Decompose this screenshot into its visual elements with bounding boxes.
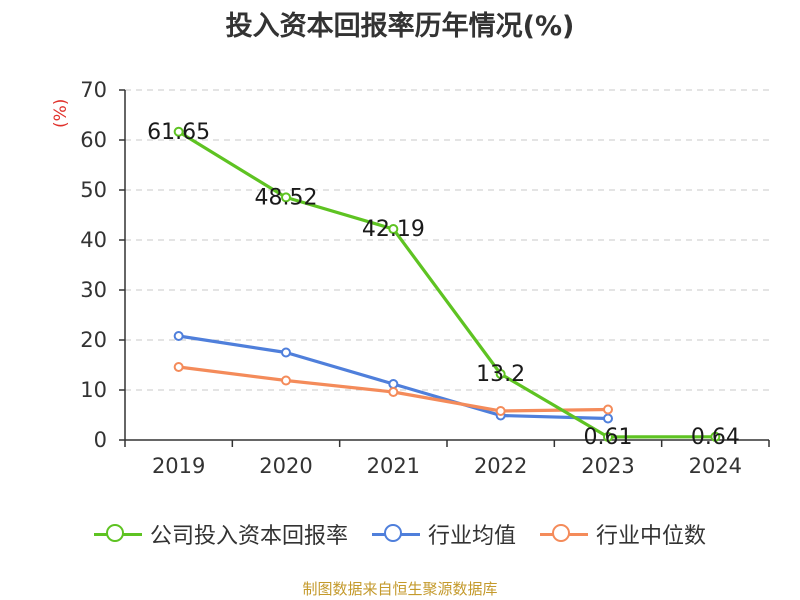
data-label: 42.19 xyxy=(362,217,425,242)
series-line-1 xyxy=(178,334,609,421)
data-label: 13.2 xyxy=(476,362,525,387)
legend-item-industry-average[interactable]: 行业均值 xyxy=(371,518,516,550)
data-point xyxy=(281,375,291,386)
data-point xyxy=(388,379,399,389)
data-point xyxy=(173,126,184,137)
data-point xyxy=(603,404,613,415)
x-tick-label: 2020 xyxy=(259,454,312,478)
legend-item-company[interactable]: 公司投入资本回报率 xyxy=(93,518,348,550)
legend-label-industry-median: 行业中位数 xyxy=(596,524,707,549)
legend-swatch-company xyxy=(93,524,142,544)
data-point xyxy=(388,224,399,235)
legend-label-company: 公司投入资本回报率 xyxy=(149,524,348,549)
y-tick-label: 70 xyxy=(80,78,107,102)
y-tick-label: 10 xyxy=(80,378,107,402)
y-tick-label: 0 xyxy=(94,428,107,452)
data-point xyxy=(281,347,291,358)
y-tick-label: 50 xyxy=(80,178,107,202)
x-tick-label: 2024 xyxy=(689,454,742,478)
data-source-note: 制图数据来自恒生聚源数据库 xyxy=(302,580,498,598)
data-label: 0.61 xyxy=(584,425,633,450)
data-point xyxy=(281,192,291,203)
x-tick-label: 2019 xyxy=(152,454,205,478)
series-line-0 xyxy=(177,130,716,439)
y-tick-label: 30 xyxy=(80,278,107,302)
chart-title: 投入资本回报率历年情况(%) xyxy=(225,11,575,42)
y-tick-label: 20 xyxy=(80,328,107,352)
y-tick-label: 60 xyxy=(80,128,107,152)
legend-swatch-industry-median xyxy=(540,524,588,544)
x-tick-label: 2022 xyxy=(474,454,527,478)
data-point xyxy=(173,362,184,372)
legend: 公司投入资本回报率 行业均值 行业中位数 xyxy=(0,518,800,550)
legend-swatch-industry-average xyxy=(371,524,420,544)
x-tick-label: 2021 xyxy=(367,454,420,478)
data-point xyxy=(603,413,613,424)
data-point xyxy=(388,387,399,397)
data-label: 48.52 xyxy=(255,185,318,210)
x-tick-label: 2023 xyxy=(581,454,634,478)
data-point xyxy=(495,406,506,416)
y-tick-label: 40 xyxy=(80,228,107,252)
data-point xyxy=(173,331,184,341)
data-label: 0.64 xyxy=(691,425,740,450)
legend-label-industry-average: 行业均值 xyxy=(427,524,516,549)
data-label: 61.65 xyxy=(147,120,210,145)
data-point xyxy=(710,431,721,442)
legend-item-industry-median[interactable]: 行业中位数 xyxy=(540,518,706,550)
data-point xyxy=(603,431,613,442)
data-point xyxy=(495,369,506,379)
